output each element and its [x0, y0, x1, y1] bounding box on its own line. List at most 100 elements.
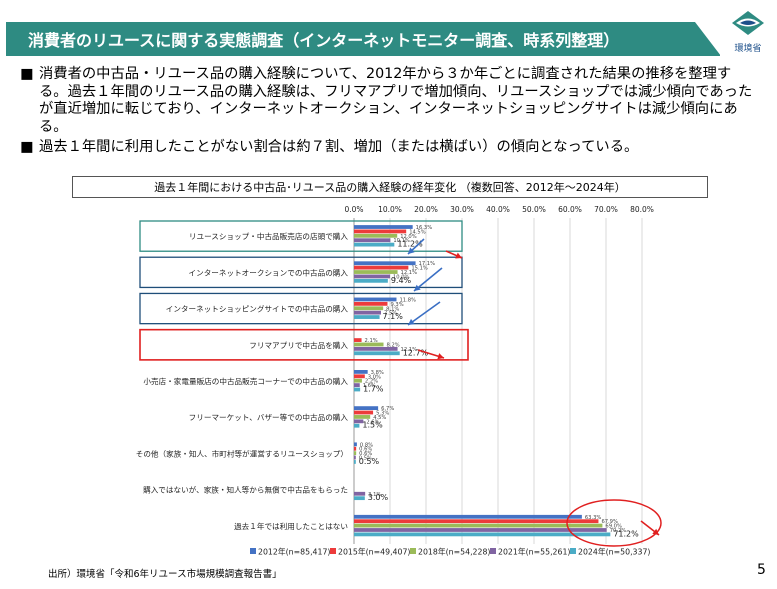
data-label: 63.3% — [585, 515, 602, 521]
x-tick-label: 50.0% — [522, 205, 546, 214]
data-label: 6.7% — [381, 406, 394, 412]
data-label: 3.0% — [368, 493, 389, 502]
category-label: 過去１年では利用したことはない — [234, 521, 348, 531]
data-label: 0.8% — [360, 442, 373, 448]
data-label: 0.6% — [359, 451, 372, 457]
data-label: 67.9% — [601, 519, 618, 525]
data-label: 15.1% — [411, 266, 428, 272]
legend-swatch — [570, 548, 576, 554]
data-label: 71.2% — [613, 529, 639, 538]
bar — [354, 442, 357, 447]
data-label: 12.0% — [400, 234, 417, 240]
bar — [354, 406, 379, 411]
x-tick-label: 0.0% — [344, 205, 363, 214]
category-label: インターネットオークションでの中古品の購入 — [189, 267, 349, 277]
data-label: 1.7% — [363, 385, 384, 394]
bar — [354, 378, 362, 383]
bar — [354, 242, 395, 247]
data-label: 11.8% — [399, 297, 416, 303]
bar — [354, 278, 388, 283]
data-label: 3.0% — [368, 374, 381, 380]
bar — [354, 229, 407, 234]
bar — [354, 270, 398, 274]
data-label: 9.3% — [390, 302, 403, 308]
data-label: 2.2% — [365, 379, 378, 385]
bullet-mark: ■ — [20, 139, 34, 155]
bullet-item: ■ 過去１年間に利用したことがない割合は約７割、増加（または横ばい）の傾向となっ… — [20, 139, 755, 157]
legend-swatch — [410, 548, 416, 554]
trend-arrow-head — [408, 247, 415, 254]
bar — [354, 233, 398, 238]
bar — [354, 225, 413, 229]
data-label: 9.4% — [391, 276, 412, 285]
data-label: 11.2% — [397, 240, 423, 249]
category-label: その他（家族・知人、市町村等が運営するリユースショップ） — [136, 448, 348, 458]
highlight-box — [139, 328, 469, 361]
bar — [354, 374, 365, 379]
ministry-logo: 環境省 — [726, 10, 770, 56]
bar — [354, 315, 380, 319]
data-label: 8.1% — [386, 306, 399, 312]
title-bar: 消費者のリユースに関する実態調査（インターネットモニター調査、時系列整理） — [6, 22, 721, 56]
bar — [354, 496, 365, 501]
bar — [354, 274, 390, 279]
bar — [354, 415, 371, 419]
bar — [354, 419, 364, 424]
highlight-box — [139, 220, 463, 252]
bullet-mark: ■ — [20, 66, 34, 82]
data-label: 69.0% — [605, 524, 622, 530]
bullet-text: 過去１年間に利用したことがない割合は約７割、増加（または横ばい）の傾向となってい… — [39, 139, 639, 155]
data-label: 2.1% — [365, 338, 378, 344]
bar — [354, 528, 607, 532]
bar — [354, 301, 388, 306]
data-label: 0.5% — [359, 457, 380, 466]
category-label: 小売店・家電量販店の中古品販売コーナーでの中古品の購入 — [143, 376, 348, 386]
page-title: 消費者のリユースに関する実態調査（インターネットモニター調査、時系列整理） — [28, 31, 620, 50]
data-label: 16.3% — [416, 225, 433, 231]
x-tick-label: 80.0% — [630, 205, 654, 214]
data-label: 0.6% — [359, 447, 372, 453]
legend-label: 2012年(n=85,417) — [258, 547, 330, 557]
leaf-logo-icon — [732, 11, 764, 35]
data-label: 1.6% — [363, 383, 376, 389]
category-label: 購入ではないが、家族・知人等から無償で中古品をもらった — [143, 485, 348, 495]
page-number: 5 — [757, 562, 766, 578]
legend-swatch — [490, 548, 496, 554]
x-tick-label: 40.0% — [486, 205, 510, 214]
data-label: 7.5% — [384, 311, 397, 317]
highlight-box — [139, 292, 463, 325]
bar — [354, 346, 398, 351]
category-label: リユースショップ・中古品販売店の店頭で購入 — [189, 231, 348, 241]
bar — [354, 383, 360, 387]
bullet-text: 消費者の中古品・リユース品の購入経験について、2012年から３か年ごとに調査され… — [39, 66, 753, 135]
data-label: 7.1% — [383, 312, 404, 321]
data-label: 2.6% — [366, 419, 379, 425]
chart-title: 過去１年間における中古品･リユース品の購入経験の経年変化 （複数回答、2012年… — [72, 176, 708, 198]
bar — [354, 455, 356, 460]
data-label: 14.5% — [409, 229, 426, 235]
category-label: フリマアプリで中古品を購入 — [249, 340, 348, 350]
bar — [354, 410, 374, 415]
bar — [354, 338, 362, 342]
title-bar-notch — [695, 22, 721, 56]
trend-arrow-head — [652, 528, 659, 535]
source-note: 出所）環境省「令和6年リユース市場規模調査報告書」 — [48, 569, 282, 580]
x-tick-label: 70.0% — [594, 205, 618, 214]
bar — [354, 387, 361, 392]
bar — [354, 460, 356, 464]
bar — [354, 446, 357, 451]
bar — [354, 519, 599, 524]
data-label: 3.1% — [368, 492, 381, 498]
trend-arrow — [413, 267, 443, 292]
bar — [354, 310, 381, 315]
bar — [354, 423, 360, 428]
legend-label: 2018年(n=54,228) — [418, 547, 490, 557]
bar — [354, 491, 366, 496]
data-label: 1.5% — [362, 421, 383, 430]
trend-arrow-head — [408, 318, 415, 325]
bullet-list: ■ 消費者の中古品・リユース品の購入経験について、2012年から３か年ごとに調査… — [20, 66, 755, 160]
highlight-box — [139, 256, 463, 289]
bar — [354, 261, 416, 266]
bar — [354, 265, 409, 270]
data-label: 12.1% — [401, 270, 418, 276]
